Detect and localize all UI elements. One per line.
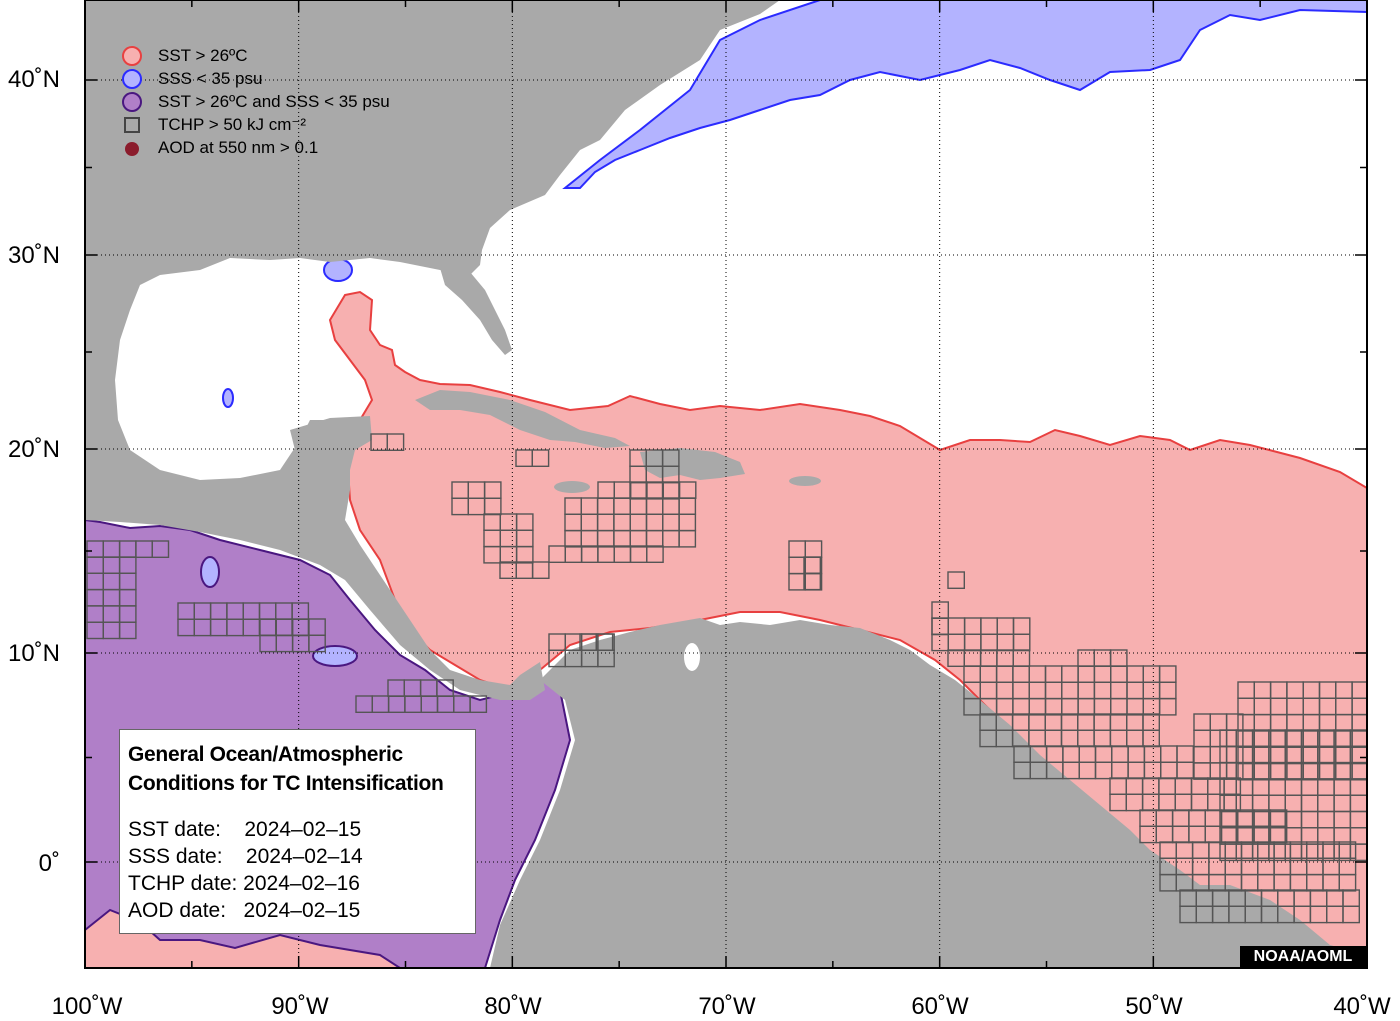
tchp-cell	[678, 529, 697, 548]
lon-label: 50˚W	[1125, 993, 1183, 1020]
legend-item-aod: AOD at 550 nm > 0.1	[158, 136, 390, 159]
tchp-date: TCHP date: 2024–02–16	[128, 872, 360, 895]
tchp-cell	[595, 633, 614, 651]
land-jamaica	[554, 481, 590, 493]
sst-date: SST date: 2024–02–15	[128, 818, 362, 841]
tchp-cell	[469, 695, 488, 713]
tchp-cell	[1338, 873, 1357, 892]
lat-label: 40˚N	[7, 66, 60, 93]
lon-label: 70˚W	[698, 993, 756, 1020]
sss-patch	[222, 388, 234, 408]
legend-sst-symbol	[122, 46, 142, 66]
legend-item-both: SST > 26ºC and SSS < 35 psu	[158, 90, 390, 113]
legend-aod-symbol	[125, 142, 139, 156]
land-hispaniola	[640, 448, 745, 480]
tchp-cell	[1225, 762, 1244, 780]
legend-label: SST > 26ºC and SSS < 35 psu	[158, 92, 390, 111]
lon-label: 60˚W	[911, 993, 969, 1020]
axis-ticks	[84, 0, 1368, 968]
legend-label: TCHP > 50 kJ cm⁻²	[158, 115, 306, 134]
graticule	[85, 0, 1367, 968]
legend-sss-symbol	[122, 69, 142, 89]
tchp-cell	[531, 561, 550, 579]
legend-item-sss: SSS < 35 psu	[158, 67, 390, 90]
tchp-cell	[531, 449, 550, 467]
tchp-cell	[1342, 905, 1360, 924]
sss-patch	[312, 645, 358, 667]
tchp-cell	[646, 545, 664, 563]
tchp-cell	[151, 540, 170, 558]
tchp-boxes	[86, 433, 1367, 924]
lon-label: 100˚W	[51, 993, 123, 1020]
legend-item-sst: SST > 26ºC	[158, 44, 390, 67]
lon-label: 90˚W	[271, 993, 329, 1020]
land-yucatan	[290, 416, 372, 480]
land-florida	[440, 268, 512, 355]
tchp-cell	[308, 634, 326, 653]
sss-date: SSS date: 2024–02–14	[128, 845, 363, 868]
lon-label: 40˚W	[1333, 993, 1391, 1020]
tchp-cell	[436, 679, 454, 697]
lat-label: 20˚N	[7, 436, 60, 463]
legend-item-tchp: TCHP > 50 kJ cm⁻²	[158, 113, 390, 136]
sss-patch	[323, 258, 353, 282]
info-box: General Ocean/Atmospheric Conditions for…	[119, 729, 476, 934]
legend-both-symbol	[122, 92, 142, 112]
lake-maracaibo	[684, 643, 700, 671]
info-title-line2: Conditions for TC Intensification	[128, 772, 444, 795]
legend-label: SST > 26ºC	[158, 46, 248, 65]
tchp-cell	[386, 433, 405, 451]
tchp-cell	[118, 621, 137, 640]
tchp-cell	[947, 571, 965, 589]
land-north-america	[85, 0, 780, 700]
aod-date: AOD date: 2024–02–15	[128, 899, 361, 922]
tchp-cell	[1351, 762, 1367, 781]
tchp-cell	[515, 545, 534, 564]
credit-label: NOAA/AOML	[1240, 946, 1366, 968]
lat-label: 10˚N	[7, 640, 60, 667]
info-title-line1: General Ocean/Atmospheric	[128, 743, 403, 766]
legend-tchp-symbol	[124, 117, 140, 133]
lat-label: 0˚	[38, 850, 60, 877]
legend: SST > 26ºC SSS < 35 psu SST > 26ºC and S…	[158, 44, 390, 159]
land-south-america	[490, 618, 1367, 968]
legend-label: SSS < 35 psu	[158, 69, 263, 88]
legend-label: AOD at 550 nm > 0.1	[158, 138, 319, 157]
tchp-cell	[1109, 649, 1128, 667]
tchp-cell	[803, 572, 821, 591]
lon-label: 80˚W	[484, 993, 542, 1020]
lat-label: 30˚N	[7, 242, 60, 269]
land-puerto-rico	[789, 476, 821, 486]
land-cuba	[415, 390, 630, 448]
tchp-cell	[678, 481, 697, 499]
tchp-cell	[1158, 697, 1177, 716]
sss-patch	[200, 556, 220, 588]
